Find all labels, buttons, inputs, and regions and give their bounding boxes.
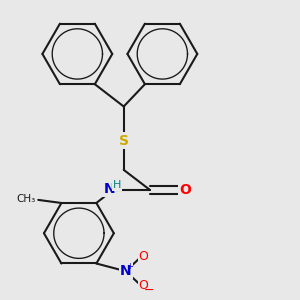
Text: S: S bbox=[119, 134, 129, 148]
Text: N: N bbox=[120, 264, 131, 278]
Text: +: + bbox=[127, 262, 134, 271]
Text: −: − bbox=[144, 284, 154, 297]
Text: O: O bbox=[179, 183, 191, 197]
Text: O: O bbox=[139, 279, 148, 292]
Text: N: N bbox=[103, 182, 115, 196]
Text: H: H bbox=[113, 180, 122, 190]
Text: CH₃: CH₃ bbox=[16, 194, 36, 204]
Text: O: O bbox=[139, 250, 148, 263]
